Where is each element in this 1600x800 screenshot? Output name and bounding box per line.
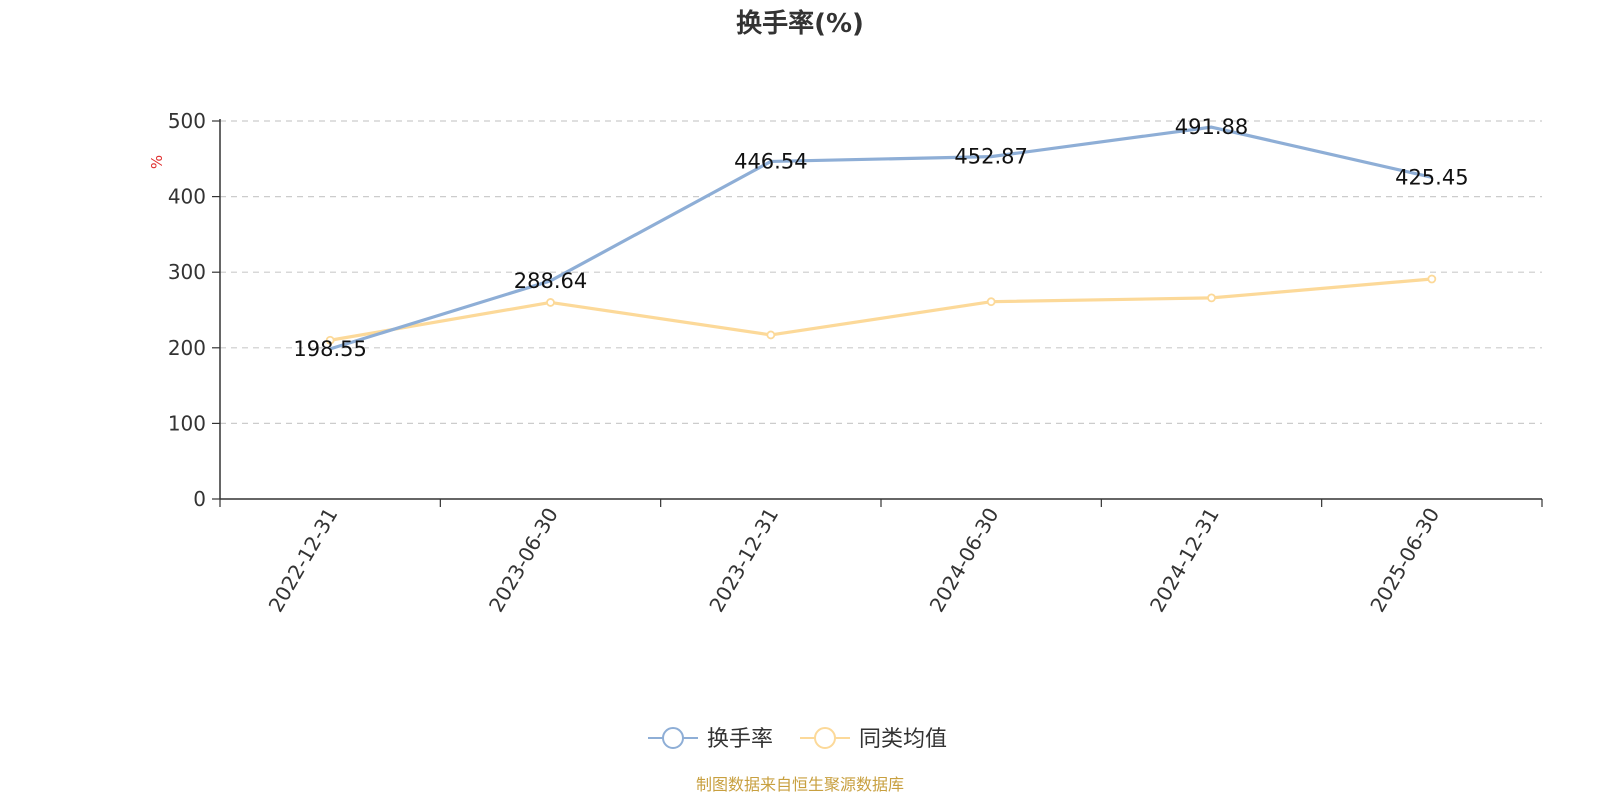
x-tick-label: 2025-06-30 (1365, 504, 1444, 617)
legend[interactable]: 换手率 同类均值 (648, 727, 947, 752)
x-tick-label: 2024-12-31 (1145, 504, 1224, 617)
series-point (546, 298, 555, 307)
x-tick-label: 2023-12-31 (704, 504, 783, 617)
data-label: 198.55 (293, 337, 366, 361)
series-point (325, 335, 335, 345)
data-source-note: 制图数据来自恒生聚源数据库 (696, 775, 904, 794)
series-line-0 (329, 125, 1433, 351)
x-tick-label: 2022-12-31 (264, 504, 343, 617)
legend-label: 同类均值 (859, 727, 947, 752)
y-tick-label: 400 (168, 185, 206, 209)
y-tick-label: 100 (168, 411, 206, 435)
series-point (766, 330, 776, 340)
legend-item-0[interactable]: 换手率 (648, 727, 773, 752)
series-point (986, 297, 996, 307)
legend-item-1[interactable]: 同类均值 (800, 727, 947, 752)
y-axis-unit: % (148, 155, 166, 169)
y-tick-label: 0 (193, 487, 206, 511)
series-lines (325, 125, 1437, 351)
y-tick-label: 300 (168, 260, 206, 284)
x-tick-label: 2023-06-30 (484, 504, 563, 617)
series-point (1207, 293, 1216, 303)
data-labels: 198.55 288.64 446.54 452.87 491.88 425.45 (293, 115, 1468, 361)
legend-label: 换手率 (707, 727, 773, 752)
series-point (1427, 274, 1437, 284)
data-label: 452.87 (954, 145, 1027, 169)
data-label: 425.45 (1395, 165, 1468, 189)
data-label: 288.64 (514, 269, 587, 293)
x-tick-label: 2024-06-30 (925, 504, 1004, 617)
y-tick-label: 200 (168, 336, 206, 360)
data-label: 491.88 (1175, 115, 1248, 139)
axes: 0 100 200 300 400 500 2022-12-31 2023-06-30 2023… (168, 109, 1543, 617)
legend-marker (662, 727, 684, 749)
grid-lines (220, 120, 1542, 424)
legend-marker (814, 727, 836, 749)
series-line-1 (329, 277, 1432, 342)
data-label: 446.54 (734, 149, 807, 173)
chart-title: 换手率(%) (736, 8, 864, 39)
y-tick-label: 500 (168, 109, 206, 133)
